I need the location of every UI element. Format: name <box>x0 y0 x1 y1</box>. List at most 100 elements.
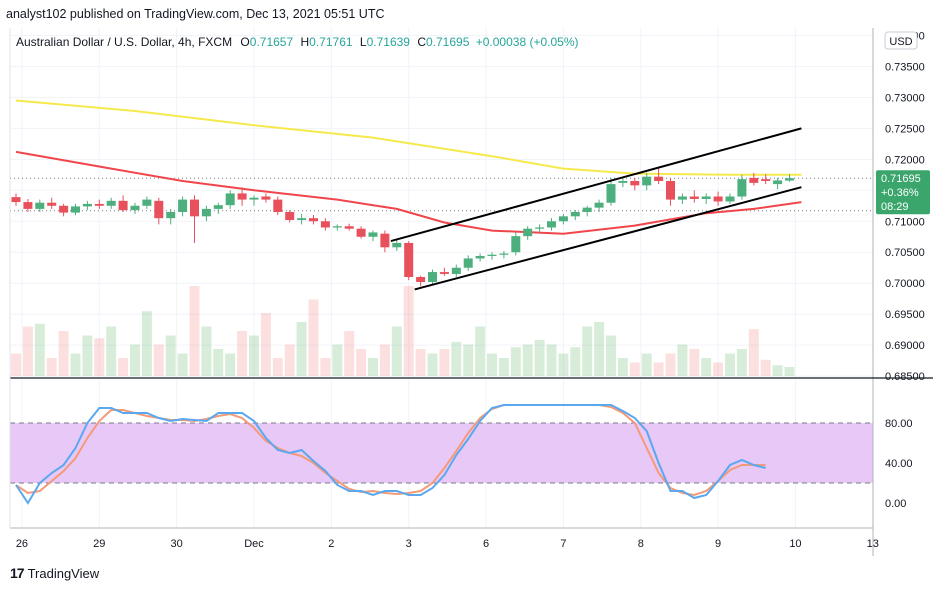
candle-body <box>439 272 449 274</box>
time-axis-label: Dec <box>244 538 264 550</box>
legend-symbol: Australian Dollar / U.S. Dollar, 4h, FXC… <box>16 35 232 49</box>
candle-body <box>725 196 735 202</box>
legend-low: 0.71639 <box>367 35 411 49</box>
volume-bar <box>772 365 783 376</box>
candle-body <box>368 232 378 237</box>
time-axis-label: 29 <box>93 538 105 550</box>
candle-body <box>654 176 664 182</box>
candle-body <box>594 202 604 208</box>
legend-high: 0.71761 <box>309 35 353 49</box>
publisher-line: analyst102 published on TradingView.com,… <box>6 7 385 21</box>
candle-body <box>166 211 176 219</box>
price-tick-label: 0.71000 <box>885 216 925 228</box>
candle-body <box>82 203 92 207</box>
volume-bar <box>403 286 414 376</box>
candle-body <box>344 226 354 229</box>
volume-bar <box>427 353 438 376</box>
candle-body <box>71 206 80 213</box>
volume-bar <box>153 344 164 376</box>
stochastic-tick-label: 80.00 <box>885 418 913 430</box>
ma-slow-line <box>15 99 802 176</box>
legend-close: 0.71695 <box>426 35 470 49</box>
volume-bar <box>582 326 593 376</box>
time-axis-label: 10 <box>789 538 801 550</box>
volume-bar <box>558 353 569 376</box>
volume-bar <box>713 362 724 376</box>
candle-body <box>261 196 271 200</box>
candle-body <box>190 199 199 217</box>
volume-bar <box>629 362 640 376</box>
volume-bar <box>379 344 390 376</box>
currency-badge[interactable]: USD <box>884 31 918 50</box>
volume-bar <box>784 367 795 376</box>
volume-bar <box>225 353 236 376</box>
volume-bar <box>689 349 700 376</box>
volume-bar <box>653 362 664 376</box>
candle-body <box>475 255 485 259</box>
volume-bar <box>201 326 212 376</box>
volume-bar <box>82 335 93 376</box>
candle-body <box>785 178 794 181</box>
volume-bar <box>106 326 117 376</box>
candles[interactable] <box>11 168 795 287</box>
volume-bar <box>510 347 521 376</box>
candle-body <box>701 196 711 199</box>
candle-body <box>356 228 366 237</box>
volume-bar <box>439 349 450 376</box>
candle-body <box>94 203 104 206</box>
candle-body <box>737 179 747 197</box>
stochastic-band <box>10 423 873 483</box>
badge-price: 0.71695 <box>881 173 921 185</box>
volume-bar <box>94 338 105 376</box>
time-axis-label: 30 <box>171 538 183 550</box>
candle-body <box>463 258 473 268</box>
candle-body <box>47 202 57 206</box>
time-axis-labels: 26 29 30 Dec 2 3 6 7 8 9 10 13 <box>16 538 879 550</box>
candle-body <box>689 196 699 199</box>
last-price-badge: 0.71695 +0.36% 08:29 <box>876 170 930 215</box>
candle-body <box>35 202 45 209</box>
stochastic-axis-ticks: 80.00 40.00 0.00 <box>885 418 913 510</box>
badge-change: +0.36% <box>881 187 919 199</box>
volume-bar <box>46 358 57 376</box>
candle-body <box>380 233 390 248</box>
volume-bar <box>451 341 462 376</box>
volume-bar <box>165 335 176 376</box>
tradingview-logo[interactable]: 17 TradingView <box>10 565 99 581</box>
volume-bar <box>260 313 271 376</box>
trend-channel[interactable] <box>390 127 802 291</box>
legend-open: 0.71657 <box>250 35 294 49</box>
candle-body <box>761 179 771 182</box>
volume-bar <box>272 358 283 376</box>
volume-bar <box>606 335 616 376</box>
candle-body <box>249 197 259 200</box>
price-tick-label: 0.73500 <box>885 61 925 73</box>
volume-bar <box>463 344 474 376</box>
candle-body <box>106 200 116 206</box>
volume-bar <box>308 299 319 376</box>
candle-body <box>309 218 318 222</box>
axes <box>9 28 933 556</box>
candle-body <box>558 216 568 222</box>
candle-body <box>392 242 402 248</box>
currency-label: USD <box>889 36 912 48</box>
volume-bar <box>534 340 545 376</box>
candle-body <box>582 207 592 212</box>
volume-bar <box>320 358 331 376</box>
candle-body <box>749 177 759 183</box>
price-tick-label: 0.68500 <box>885 371 925 383</box>
candle-body <box>213 205 223 209</box>
candle-body <box>666 181 675 200</box>
candle-body <box>59 205 69 213</box>
price-tick-label: 0.70500 <box>885 247 925 259</box>
tradingview-logo-icon: 17 <box>10 565 25 581</box>
candle-body <box>618 181 628 183</box>
legend-c-label: C <box>417 35 426 49</box>
candle-body <box>428 272 437 282</box>
volume-bar <box>34 323 45 376</box>
volume-bar <box>760 359 771 376</box>
price-tick-label: 0.69500 <box>885 309 925 321</box>
volume-bar <box>141 311 152 376</box>
candle-body <box>416 277 426 282</box>
